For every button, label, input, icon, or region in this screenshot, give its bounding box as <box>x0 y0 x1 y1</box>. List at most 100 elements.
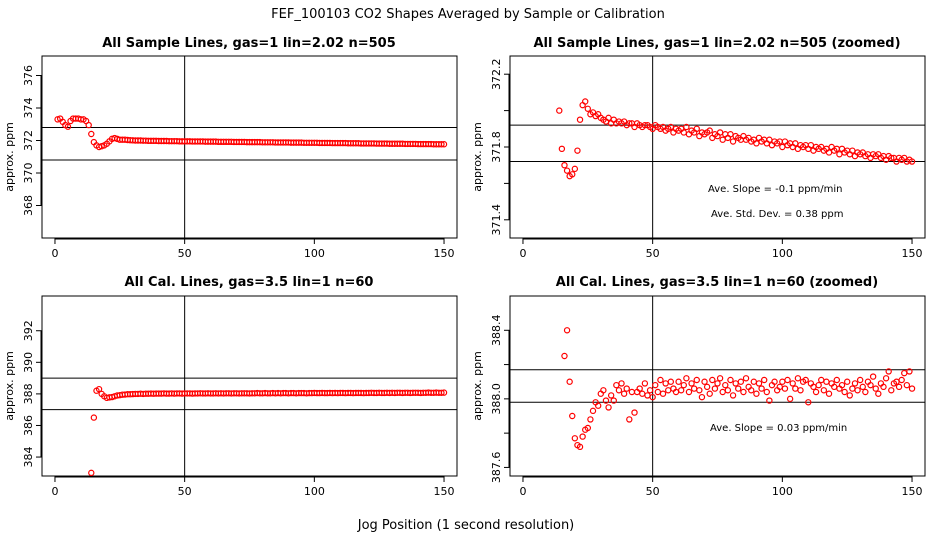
y-tick-label: 368 <box>22 195 35 216</box>
data-point <box>626 120 633 127</box>
data-point <box>771 378 778 385</box>
data-point <box>709 376 716 384</box>
plot-frame <box>41 55 458 239</box>
data-point <box>688 380 695 387</box>
x-tick-label: 0 <box>51 485 58 498</box>
data-point <box>639 390 646 397</box>
data-point <box>602 397 610 404</box>
data-point <box>737 378 745 385</box>
data-point <box>584 105 592 112</box>
data-point <box>693 376 700 384</box>
data-point <box>636 385 643 392</box>
data-point <box>797 387 804 394</box>
data-point <box>584 424 592 432</box>
x-tick-label: 100 <box>304 247 325 260</box>
x-tick-label: 0 <box>519 247 526 260</box>
data-point <box>683 375 690 382</box>
data-point <box>579 433 586 440</box>
data-point <box>556 107 563 114</box>
data-point <box>589 407 597 415</box>
data-point <box>90 414 98 421</box>
data-point <box>779 143 786 151</box>
data-point <box>706 390 713 397</box>
data-point <box>729 392 737 399</box>
data-point <box>646 387 654 394</box>
annotation-slope: Ave. Slope = -0.1 ppm/min <box>708 184 843 195</box>
data-point <box>716 375 724 382</box>
data-point <box>885 368 892 375</box>
data-point <box>888 154 895 162</box>
data-point <box>623 385 630 392</box>
panel-title: All Sample Lines, gas=1 lin=2.02 n=505 <box>102 36 396 51</box>
data-point <box>696 387 703 394</box>
panel-sample-lines: All Sample Lines, gas=1 lin=2.02 n=505 a… <box>3 36 458 260</box>
data-point <box>698 393 706 401</box>
data-point <box>438 141 445 148</box>
y-axis-label: approx. ppm <box>471 351 484 421</box>
data-point <box>644 392 651 399</box>
data-point <box>440 389 448 396</box>
data-point <box>755 380 763 387</box>
plot-frame <box>509 295 926 477</box>
data-point <box>587 416 594 423</box>
data-point <box>763 388 770 396</box>
panel-sample-lines-zoomed: All Sample Lines, gas=1 lin=2.02 n=505 (… <box>471 36 926 260</box>
x-tick-label: 0 <box>51 247 58 260</box>
data-point <box>628 388 636 396</box>
data-point <box>571 435 579 442</box>
data-point <box>818 376 825 384</box>
data-point <box>649 393 656 401</box>
data-point <box>895 383 903 391</box>
data-point <box>888 387 895 394</box>
y-tick-label: 372.2 <box>490 58 503 90</box>
data-point <box>851 380 859 387</box>
data-point <box>88 130 95 138</box>
y-tick-label: 372 <box>22 130 35 151</box>
data-point <box>815 381 822 389</box>
data-point <box>85 121 92 129</box>
y-axis-label: approx. ppm <box>3 351 16 421</box>
data-point <box>908 385 916 392</box>
data-point <box>862 388 869 396</box>
data-point <box>727 376 734 384</box>
data-point <box>792 385 799 392</box>
data-point <box>784 376 791 384</box>
data-point <box>880 383 887 391</box>
data-point <box>693 125 700 133</box>
data-point <box>867 381 874 389</box>
data-point <box>566 378 573 385</box>
data-point <box>576 443 584 451</box>
y-tick-label: 386 <box>22 415 35 436</box>
data-point <box>742 375 750 382</box>
data-point <box>659 390 667 397</box>
data-point <box>563 327 571 334</box>
data-point <box>657 376 664 384</box>
y-tick-label: 371.4 <box>490 204 503 236</box>
data-point <box>724 387 732 394</box>
data-point <box>729 138 737 145</box>
data-point <box>794 375 802 382</box>
data-point <box>680 381 687 389</box>
data-point <box>665 387 672 394</box>
x-tick-label: 50 <box>178 247 192 260</box>
data-point <box>88 469 95 477</box>
data-point <box>613 381 620 389</box>
data-point <box>901 369 908 377</box>
data-point <box>872 385 879 392</box>
data-point <box>843 378 851 385</box>
data-point <box>690 385 698 392</box>
panel-title: All Cal. Lines, gas=3.5 lin=1 n=60 (zoom… <box>556 275 878 290</box>
data-point <box>652 381 659 389</box>
y-axis-label: approx. ppm <box>3 122 16 192</box>
data-point <box>569 171 576 178</box>
data-point <box>802 376 809 384</box>
data-point <box>683 123 690 131</box>
data-point <box>558 145 566 153</box>
plot-area: 0 50 100 150 368 370 372 374 376 <box>22 55 458 260</box>
data-point <box>582 98 589 105</box>
data-point <box>711 385 719 392</box>
data-point <box>753 390 760 397</box>
annotation-std-dev: Ave. Std. Dev. = 0.38 ppm <box>711 209 843 220</box>
data-point <box>875 390 882 397</box>
